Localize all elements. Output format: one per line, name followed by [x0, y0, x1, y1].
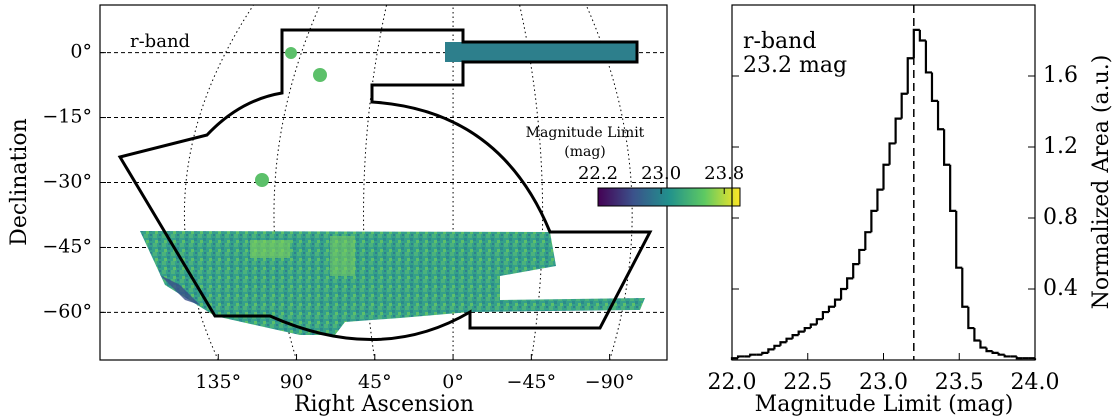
- hist-step: [955, 210, 963, 269]
- y-tick-label: −60°: [42, 300, 92, 322]
- x-tick-label: 22.0: [708, 370, 757, 395]
- y-tick-label: 1.6: [1043, 63, 1078, 88]
- hist-step: [785, 337, 793, 343]
- hist-step: [839, 287, 848, 300]
- hist-step: [930, 72, 939, 102]
- hist-step: [749, 353, 757, 357]
- coverage-blob: [285, 47, 297, 59]
- hist-step: [791, 334, 799, 339]
- hist-step: [997, 352, 1005, 356]
- footprint-outline: [117, 28, 653, 342]
- hist-step: [767, 348, 775, 353]
- hist-step: [985, 347, 993, 353]
- hist-step: [949, 164, 957, 212]
- hist-step: [961, 267, 969, 308]
- y-tick-label: 0.4: [1043, 276, 1078, 301]
- hist-step: [797, 330, 805, 336]
- colorbar: [597, 187, 741, 207]
- hist-annotation: 23.2 mag: [743, 53, 847, 78]
- x-axis-label: Right Ascension: [294, 392, 474, 417]
- hist-step: [846, 277, 854, 289]
- hist-step: [888, 142, 896, 165]
- hist-step: [809, 323, 817, 329]
- coverage-light: [330, 236, 355, 276]
- map-annotation: r-band: [130, 31, 190, 52]
- y-tick-label: −30°: [42, 171, 92, 193]
- y-tick-label: −15°: [42, 106, 92, 128]
- hist-step: [864, 231, 872, 250]
- x-tick-label: 45°: [358, 371, 392, 393]
- map-panel: r-band Right Ascension Declination Magni…: [7, 4, 744, 417]
- hist-step: [991, 351, 999, 354]
- hist-step: [894, 117, 902, 144]
- hist-step: [821, 310, 829, 320]
- hist-step: [1003, 354, 1011, 358]
- colorbar-tick-label: 22.2: [578, 163, 618, 184]
- hist-step: [827, 305, 836, 313]
- x-tick-label: 0°: [442, 371, 464, 393]
- hist-step: [882, 163, 890, 190]
- x-tick-label: 24.0: [1011, 370, 1060, 395]
- hist-step: [858, 248, 866, 265]
- colorbar-tick-label: 23.8: [704, 163, 744, 184]
- hist-step: [1015, 356, 1023, 360]
- x-tick-label: 135°: [195, 371, 241, 393]
- coverage-light: [250, 240, 290, 258]
- histogram-panel: r-band 23.2 mag Magnitude Limit (mag) No…: [708, 4, 1114, 417]
- hist-step: [736, 355, 745, 359]
- y-tick-label: 0°: [70, 41, 92, 63]
- hist-step: [870, 209, 878, 233]
- hist-step: [876, 188, 884, 211]
- hist-step: [924, 40, 932, 74]
- hist-step: [900, 92, 908, 119]
- hist-step: [773, 344, 781, 350]
- x-tick-label: 23.5: [935, 370, 984, 395]
- x-tick-label: 23.0: [859, 370, 908, 395]
- colorbar-tick-label: 23.0: [641, 163, 681, 184]
- hist-step: [761, 351, 769, 355]
- coverage: [140, 42, 645, 335]
- hist-step: [779, 341, 787, 346]
- y-axis-label: Normalized Area (a.u.): [1089, 55, 1114, 310]
- hist-step: [967, 306, 975, 330]
- x-axis-label: Magnitude Limit (mag): [755, 392, 1014, 417]
- meridian-grid-line: [183, 4, 254, 361]
- x-tick-label: 22.5: [783, 370, 832, 395]
- coverage-main: [140, 231, 645, 335]
- y-tick-label: −45°: [42, 235, 92, 257]
- hist-step: [936, 100, 945, 131]
- y-tick-label: 0.8: [1043, 205, 1078, 230]
- x-tick-label: 90°: [280, 371, 314, 393]
- coverage-blob: [255, 173, 269, 187]
- hist-step: [815, 318, 823, 325]
- hist-step: [906, 57, 914, 94]
- y-axis-label: Declination: [7, 118, 32, 246]
- x-tick-label: −45°: [507, 371, 557, 393]
- hist-step: [943, 129, 951, 166]
- hist-step: [973, 328, 981, 342]
- coverage-blob: [313, 68, 327, 82]
- colorbar-label: Magnitude Limit: [526, 125, 645, 141]
- hist-step: [803, 326, 811, 332]
- hist-step: [833, 298, 842, 307]
- hist-annotation: r-band: [743, 29, 816, 54]
- x-tick-label: −90°: [585, 371, 635, 393]
- coverage-strip: [445, 42, 637, 62]
- hist-step: [979, 340, 987, 349]
- y-tick-label: 1.2: [1043, 134, 1078, 159]
- coverage-dark: [160, 275, 200, 305]
- colorbar-label: (mag): [564, 144, 606, 160]
- hist-step: [918, 29, 926, 42]
- hist-step: [852, 263, 860, 279]
